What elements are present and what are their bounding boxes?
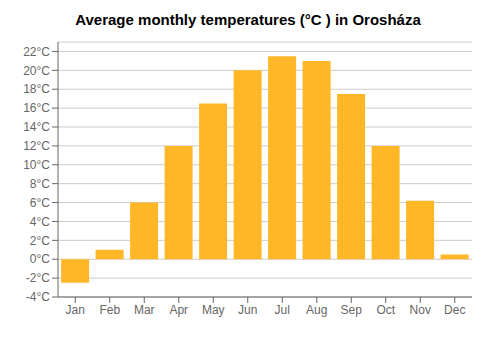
svg-text:6°C: 6°C: [30, 196, 50, 210]
svg-text:Mar: Mar: [134, 303, 155, 317]
svg-text:20°C: 20°C: [23, 64, 50, 78]
svg-text:Nov: Nov: [410, 303, 431, 317]
svg-text:2°C: 2°C: [30, 234, 50, 248]
svg-text:Jan: Jan: [66, 303, 85, 317]
svg-text:Aug: Aug: [306, 303, 327, 317]
svg-text:12°C: 12°C: [23, 139, 50, 153]
svg-text:Oct: Oct: [376, 303, 395, 317]
svg-text:Jul: Jul: [275, 303, 290, 317]
svg-text:Apr: Apr: [169, 303, 188, 317]
svg-text:Sep: Sep: [341, 303, 363, 317]
svg-text:-2°C: -2°C: [26, 271, 50, 285]
svg-text:0°C: 0°C: [30, 252, 50, 266]
svg-text:18°C: 18°C: [23, 82, 50, 96]
svg-text:-4°C: -4°C: [26, 290, 50, 304]
svg-text:Jun: Jun: [238, 303, 257, 317]
svg-text:10°C: 10°C: [23, 158, 50, 172]
svg-text:4°C: 4°C: [30, 215, 50, 229]
svg-text:May: May: [202, 303, 225, 317]
svg-text:22°C: 22°C: [23, 45, 50, 59]
html-text:Average monthly temperatures (: Average monthly temperatures (°C ) in Or…: [75, 11, 421, 28]
svg-text:14°C: 14°C: [23, 120, 50, 134]
svg-text:16°C: 16°C: [23, 101, 50, 115]
svg-text:Feb: Feb: [99, 303, 120, 317]
svg-text:8°C: 8°C: [30, 177, 50, 191]
svg-text:Dec: Dec: [444, 303, 465, 317]
